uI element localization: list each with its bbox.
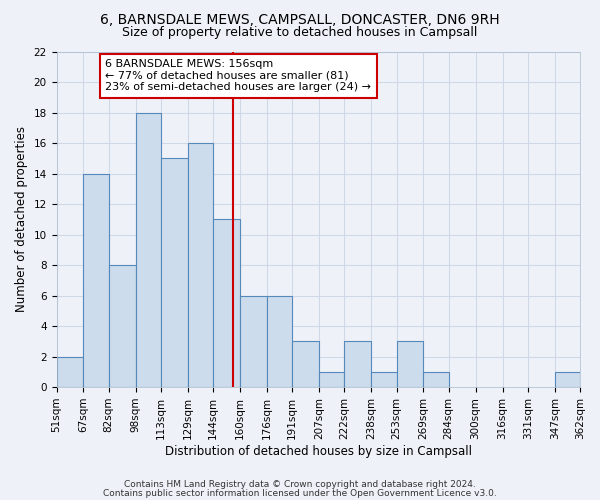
- Text: 6 BARNSDALE MEWS: 156sqm
← 77% of detached houses are smaller (81)
23% of semi-d: 6 BARNSDALE MEWS: 156sqm ← 77% of detach…: [106, 59, 371, 92]
- Bar: [213, 220, 240, 387]
- Bar: [292, 342, 319, 387]
- Bar: [83, 174, 109, 387]
- Bar: [424, 372, 449, 387]
- Bar: [555, 372, 580, 387]
- Bar: [344, 342, 371, 387]
- Bar: [188, 143, 213, 387]
- Bar: [371, 372, 397, 387]
- Bar: [319, 372, 344, 387]
- Text: Contains HM Land Registry data © Crown copyright and database right 2024.: Contains HM Land Registry data © Crown c…: [124, 480, 476, 489]
- Bar: [136, 112, 161, 387]
- Y-axis label: Number of detached properties: Number of detached properties: [15, 126, 28, 312]
- X-axis label: Distribution of detached houses by size in Campsall: Distribution of detached houses by size …: [165, 444, 472, 458]
- Bar: [56, 356, 83, 387]
- Text: Contains public sector information licensed under the Open Government Licence v3: Contains public sector information licen…: [103, 488, 497, 498]
- Bar: [267, 296, 292, 387]
- Bar: [161, 158, 188, 387]
- Bar: [109, 265, 136, 387]
- Text: Size of property relative to detached houses in Campsall: Size of property relative to detached ho…: [122, 26, 478, 39]
- Text: 6, BARNSDALE MEWS, CAMPSALL, DONCASTER, DN6 9RH: 6, BARNSDALE MEWS, CAMPSALL, DONCASTER, …: [100, 12, 500, 26]
- Bar: [397, 342, 424, 387]
- Bar: [240, 296, 267, 387]
